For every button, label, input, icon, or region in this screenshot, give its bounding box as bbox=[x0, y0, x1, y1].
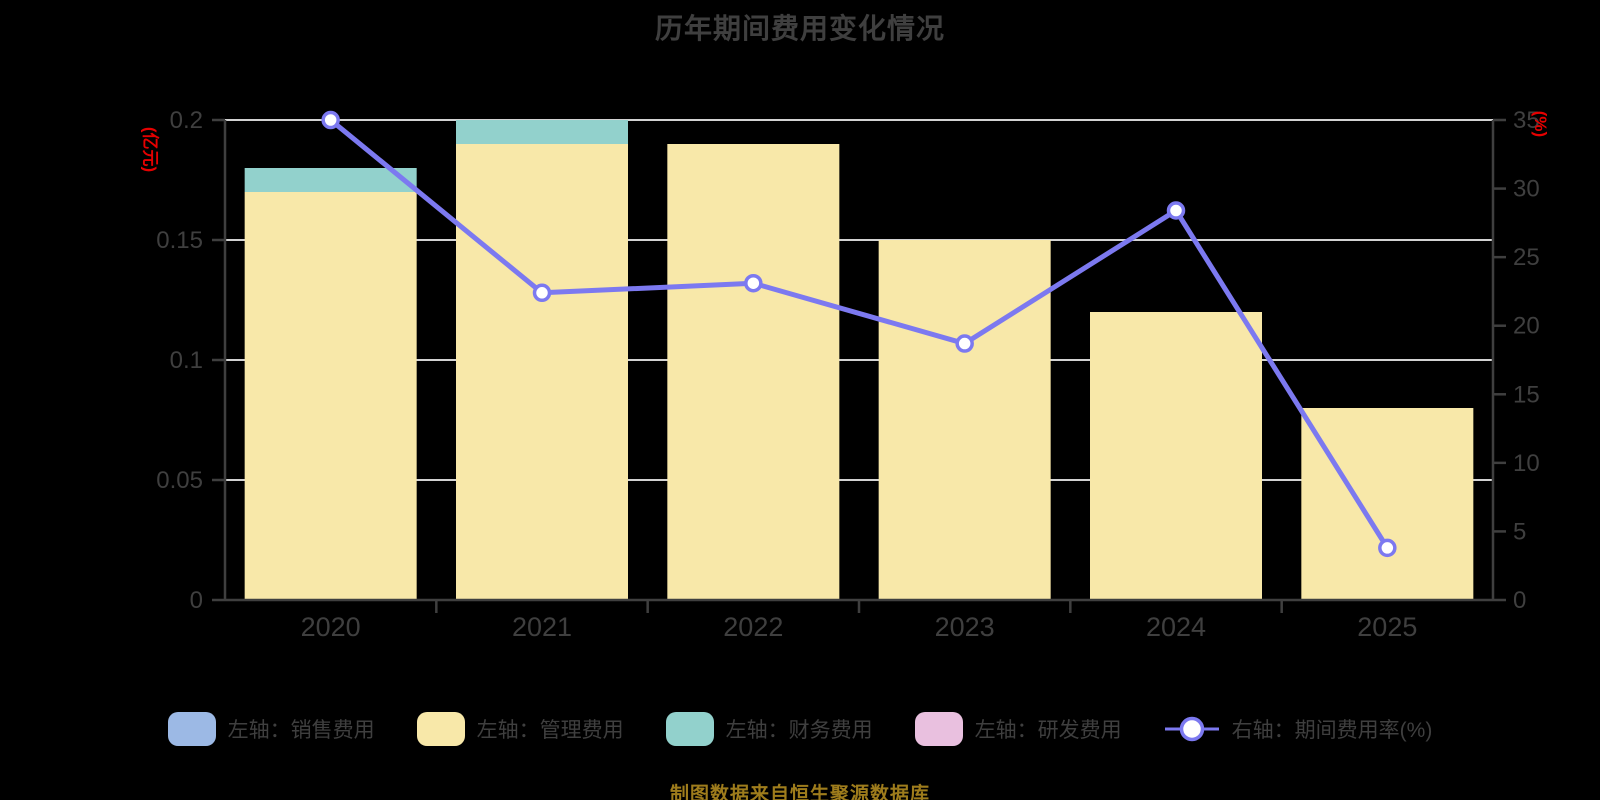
expense-ratio-line bbox=[328, 117, 1390, 551]
y-right-tick-label: 5 bbox=[1513, 518, 1526, 545]
legend-swatch-finance-icon bbox=[665, 712, 714, 746]
y-right-tick-label: 10 bbox=[1513, 450, 1540, 477]
bar-segment bbox=[456, 120, 628, 144]
legend-swatch-sales-icon bbox=[167, 712, 216, 746]
x-tick-label: 2023 bbox=[935, 612, 995, 642]
line-marker bbox=[532, 283, 552, 303]
line-marker bbox=[1166, 201, 1186, 220]
y-left-tick-label: 0.05 bbox=[156, 467, 203, 494]
bar-segment bbox=[244, 168, 417, 192]
legend-item-sales: 左轴：销售费用 bbox=[167, 712, 375, 746]
legend-item-finance: 左轴：财务费用 bbox=[665, 712, 873, 746]
y-right-tick-label: 35 bbox=[1513, 107, 1540, 134]
bar-segment bbox=[878, 240, 1051, 600]
legend-swatch-rnd-icon bbox=[914, 712, 963, 746]
x-tick-label: 2020 bbox=[301, 612, 361, 642]
bar-segment bbox=[667, 144, 840, 600]
bar-segment bbox=[244, 192, 417, 600]
y-left-tick-label: 0.2 bbox=[170, 107, 203, 134]
legend-swatch-management-icon bbox=[416, 712, 465, 746]
y-right-tick-label: 15 bbox=[1513, 381, 1540, 408]
data-source-footer: 制图数据来自恒生聚源数据库 bbox=[669, 784, 930, 800]
bar-segment bbox=[456, 144, 628, 600]
y-left-tick-label: 0 bbox=[190, 587, 203, 614]
line-marker bbox=[744, 273, 763, 293]
x-tick-label: 2022 bbox=[723, 612, 783, 642]
y-right-tick-label: 20 bbox=[1513, 313, 1540, 340]
chart-title: 历年期间费用变化情况 bbox=[654, 13, 945, 44]
y-right-tick-label: 25 bbox=[1513, 244, 1540, 271]
y-right-tick-label: 0 bbox=[1513, 587, 1526, 614]
x-tick-label: 2024 bbox=[1146, 612, 1206, 642]
line-marker bbox=[1378, 538, 1397, 558]
legend-line-marker-icon bbox=[1164, 715, 1220, 743]
y-left-tick-label: 0.1 bbox=[170, 347, 203, 374]
legend-label-sales: 左轴：销售费用 bbox=[227, 719, 375, 742]
line-marker bbox=[321, 110, 340, 130]
chart-legend: 左轴：销售费用 左轴：管理费用 左轴：财务费用 左轴：研发费用 右轴：期间费用率… bbox=[0, 712, 1600, 746]
legend-item-expense-ratio: 右轴：期间费用率(%) bbox=[1164, 714, 1433, 744]
legend-label-management: 左轴：管理费用 bbox=[476, 719, 624, 742]
x-tick-label: 2025 bbox=[1357, 612, 1417, 642]
right-axis-unit-label: (%) bbox=[1531, 110, 1550, 138]
legend-label-rnd: 左轴：研发费用 bbox=[974, 719, 1122, 742]
legend-label-finance: 左轴：财务费用 bbox=[725, 719, 873, 742]
left-axis-unit-label: (亿元) bbox=[140, 126, 160, 173]
line-marker bbox=[955, 334, 974, 353]
bar-segment bbox=[1090, 312, 1262, 600]
legend-item-management: 左轴：管理费用 bbox=[416, 712, 624, 746]
bar-segment bbox=[1301, 408, 1474, 600]
legend-item-rnd: 左轴：研发费用 bbox=[914, 712, 1122, 746]
x-tick-label: 2021 bbox=[512, 612, 572, 642]
y-left-tick-label: 0.15 bbox=[156, 227, 203, 254]
legend-label-expense-ratio: 右轴：期间费用率(%) bbox=[1231, 719, 1433, 742]
y-right-tick-label: 30 bbox=[1513, 176, 1540, 203]
